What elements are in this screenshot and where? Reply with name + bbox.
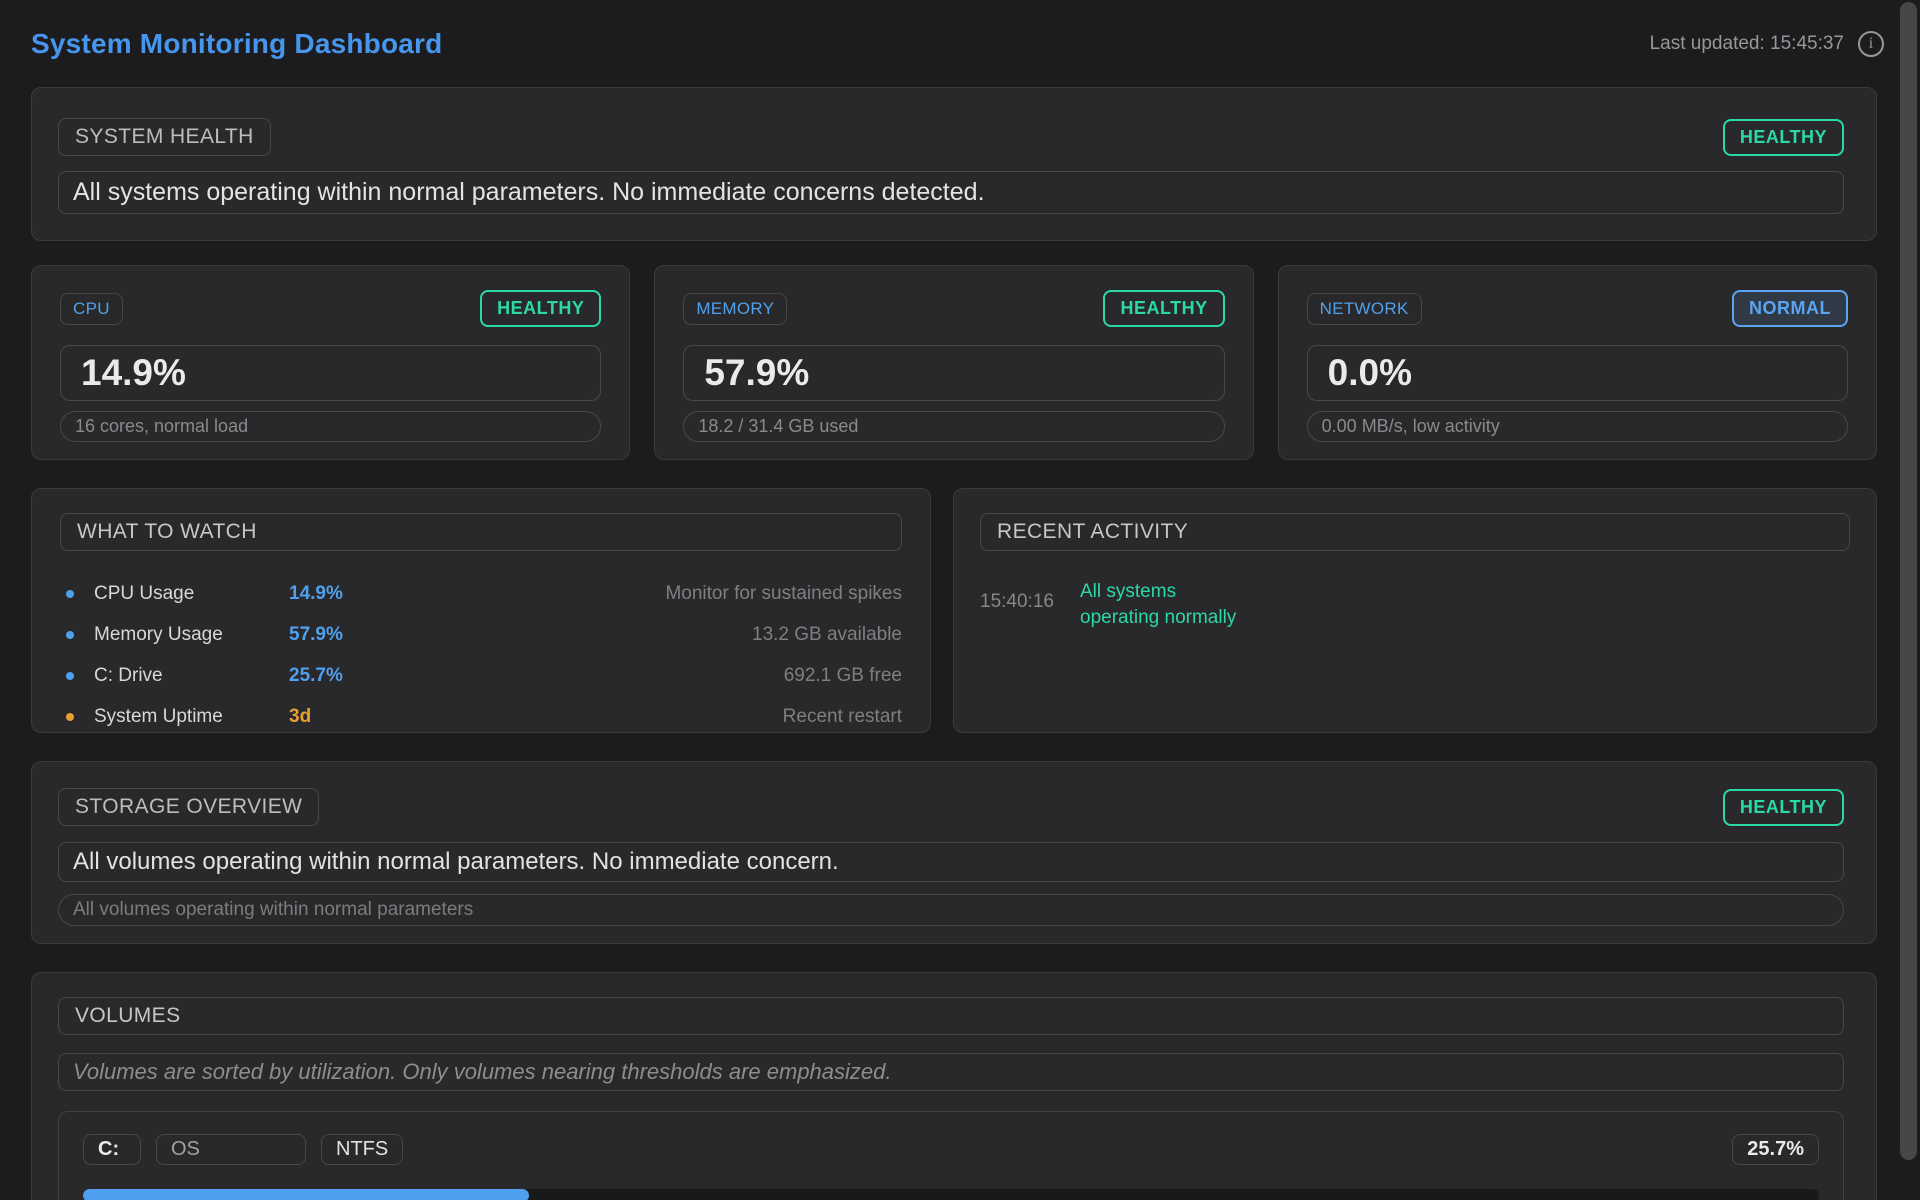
system-health-label: SYSTEM HEALTH [58,118,271,156]
volume-percent: 25.7% [1732,1134,1819,1165]
memory-status-badge: HEALTHY [1103,290,1224,327]
network-value: 0.0% [1307,345,1848,401]
watch-item-cdrive: C: Drive 25.7% 692.1 GB free [60,655,902,696]
watch-item-note: Recent restart [783,706,902,728]
watch-item-label: Memory Usage [94,624,289,646]
vertical-scrollbar-thumb[interactable] [1900,2,1917,1160]
volumes-note: Volumes are sorted by utilization. Only … [58,1053,1844,1091]
volume-usage-progressbar [83,1189,1819,1200]
last-updated-text: Last updated: 15:45:37 [1650,33,1844,55]
storage-overview-label: STORAGE OVERVIEW [58,788,319,826]
network-status-badge: NORMAL [1732,290,1848,327]
bullet-icon [66,672,74,680]
recent-activity-card: RECENT ACTIVITY 15:40:16 All systems ope… [953,488,1877,733]
watch-item-value: 57.9% [289,624,343,646]
network-detail: 0.00 MB/s, low activity [1307,411,1848,442]
header-right: Last updated: 15:45:37 i [1650,31,1884,57]
watch-item-value: 25.7% [289,665,343,687]
watch-item-value: 3d [289,706,311,728]
recent-activity-title: RECENT ACTIVITY [980,513,1850,551]
volume-usage-progress-fill [83,1189,529,1200]
watch-item-note: 13.2 GB available [752,624,902,646]
watch-item-value: 14.9% [289,583,343,605]
volume-filesystem: NTFS [321,1134,403,1165]
network-label: NETWORK [1307,293,1422,325]
watch-item-note: 692.1 GB free [784,665,902,687]
cpu-status-badge: HEALTHY [480,290,601,327]
volumes-card: VOLUMES Volumes are sorted by utilizatio… [31,972,1877,1200]
system-health-card: SYSTEM HEALTH HEALTHY All systems operat… [31,87,1877,241]
activity-time: 15:40:16 [980,591,1080,613]
watch-item-cpu: CPU Usage 14.9% Monitor for sustained sp… [60,573,902,614]
system-health-message: All systems operating within normal para… [58,171,1844,214]
system-health-status-badge: HEALTHY [1723,119,1844,156]
page-title: System Monitoring Dashboard [31,28,442,60]
watch-item-memory: Memory Usage 57.9% 13.2 GB available [60,614,902,655]
what-to-watch-title: WHAT TO WATCH [60,513,902,551]
header: System Monitoring Dashboard Last updated… [0,0,1920,87]
metric-card-memory: MEMORY HEALTHY 57.9% 18.2 / 31.4 GB used [654,265,1253,460]
storage-message: All volumes operating within normal para… [58,842,1844,882]
watch-list: CPU Usage 14.9% Monitor for sustained sp… [60,573,902,737]
storage-status-badge: HEALTHY [1723,789,1844,826]
info-icon[interactable]: i [1858,31,1884,57]
activity-message: All systems operating normally [1080,579,1240,630]
memory-value: 57.9% [683,345,1224,401]
volume-drive-letter: C: [83,1134,141,1165]
watch-item-uptime: System Uptime 3d Recent restart [60,696,902,737]
watch-item-note: Monitor for sustained spikes [665,583,902,605]
metric-card-cpu: CPU HEALTHY 14.9% 16 cores, normal load [31,265,630,460]
storage-submessage: All volumes operating within normal para… [58,894,1844,926]
watch-item-label: CPU Usage [94,583,289,605]
watch-item-label: System Uptime [94,706,289,728]
memory-label: MEMORY [683,293,787,325]
bullet-icon [66,631,74,639]
storage-overview-card: STORAGE OVERVIEW HEALTHY All volumes ope… [31,761,1877,944]
cpu-value: 14.9% [60,345,601,401]
watch-activity-row: WHAT TO WATCH CPU Usage 14.9% Monitor fo… [31,488,1877,733]
main-content: SYSTEM HEALTH HEALTHY All systems operat… [0,87,1920,1200]
memory-detail: 18.2 / 31.4 GB used [683,411,1224,442]
metrics-row: CPU HEALTHY 14.9% 16 cores, normal load … [31,265,1877,460]
volume-name: OS [156,1134,306,1165]
volume-row-c-drive: C: OS NTFS 25.7% 240.0 GB used • 692.1 G… [58,1111,1844,1200]
watch-item-label: C: Drive [94,665,289,687]
cpu-label: CPU [60,293,123,325]
what-to-watch-card: WHAT TO WATCH CPU Usage 14.9% Monitor fo… [31,488,931,733]
cpu-detail: 16 cores, normal load [60,411,601,442]
bullet-icon [66,713,74,721]
bullet-icon [66,590,74,598]
volumes-title: VOLUMES [58,997,1844,1035]
metric-card-network: NETWORK NORMAL 0.0% 0.00 MB/s, low activ… [1278,265,1877,460]
activity-entry: 15:40:16 All systems operating normally [980,579,1850,630]
